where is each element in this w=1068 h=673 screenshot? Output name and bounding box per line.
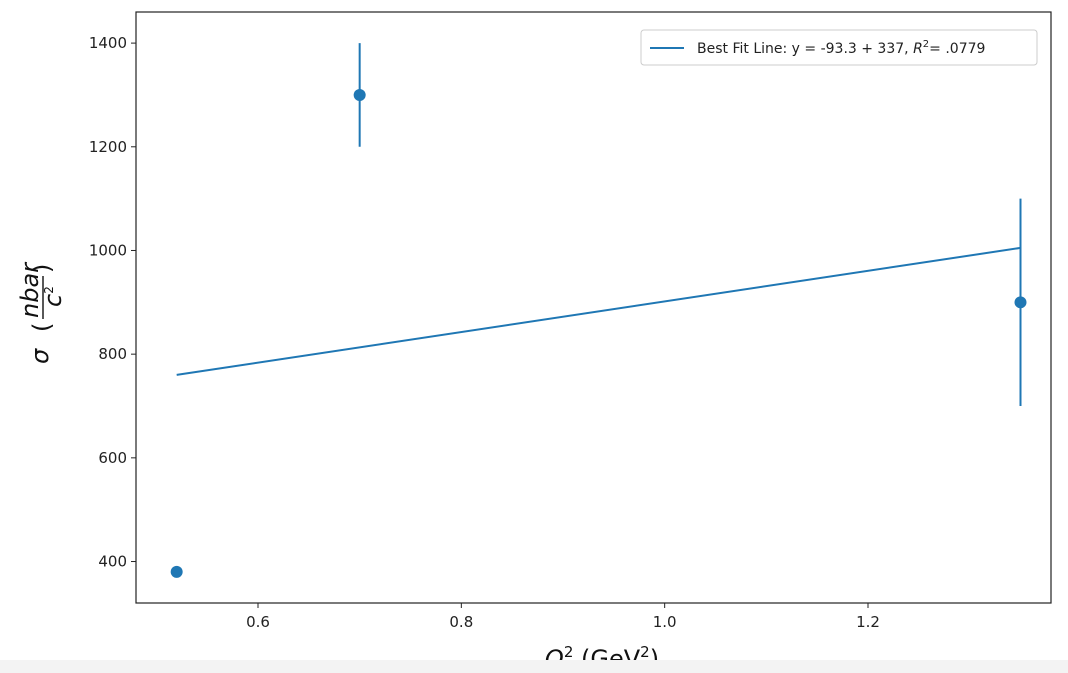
x-tick-label: 0.8	[449, 613, 473, 631]
y-label-close-paren: )	[28, 264, 56, 273]
x-tick-label: 1.0	[653, 613, 677, 631]
y-tick-label: 600	[98, 449, 127, 467]
legend-box	[640, 29, 1038, 66]
bottom-strip	[0, 660, 1068, 673]
y-label-den-base: c	[39, 294, 67, 307]
y-label-sigma: σ	[26, 348, 54, 364]
data-point	[170, 565, 183, 578]
legend-label: Best Fit Line: y = -93.3 + 337, R2= .077…	[697, 39, 985, 57]
x-label-unit-close: )	[650, 645, 659, 673]
x-tick-label: 1.2	[856, 613, 880, 631]
legend-r-sup: 2	[923, 39, 929, 50]
best-fit-line	[176, 246, 1021, 376]
x-tick-label: 0.6	[246, 613, 270, 631]
legend-r: R	[913, 41, 923, 57]
data-point	[1014, 296, 1027, 309]
y-tick-label: 1000	[89, 241, 127, 259]
legend-prefix: Best Fit Line: y = -93.3 + 337,	[697, 41, 913, 57]
y-tick-label: 400	[98, 553, 127, 571]
data-point	[353, 88, 366, 101]
y-label-den-sup: 2	[42, 286, 56, 294]
x-label-unit-sup: 2	[640, 643, 650, 661]
y-label-den: c2	[39, 286, 67, 307]
legend: Best Fit Line: y = -93.3 + 337, R2= .077…	[640, 29, 1038, 66]
y-tick-label: 1200	[89, 138, 127, 156]
x-label-sup: 2	[564, 643, 574, 661]
x-axis-ticks: 0.6 0.8 1.0 1.2	[246, 603, 880, 631]
legend-suffix: = .0779	[929, 41, 985, 57]
y-label-num: nbar	[16, 261, 44, 318]
y-label-open-paren: (	[28, 323, 56, 332]
y-axis-label: σ ( nbar c2 )	[16, 261, 67, 364]
y-axis-ticks: 400 600 800 1000 1200 1400	[89, 34, 136, 571]
chart-marks	[170, 43, 1027, 578]
y-tick-label: 1400	[89, 34, 127, 52]
y-tick-label: 800	[98, 345, 127, 363]
plot-frame	[135, 11, 1052, 604]
